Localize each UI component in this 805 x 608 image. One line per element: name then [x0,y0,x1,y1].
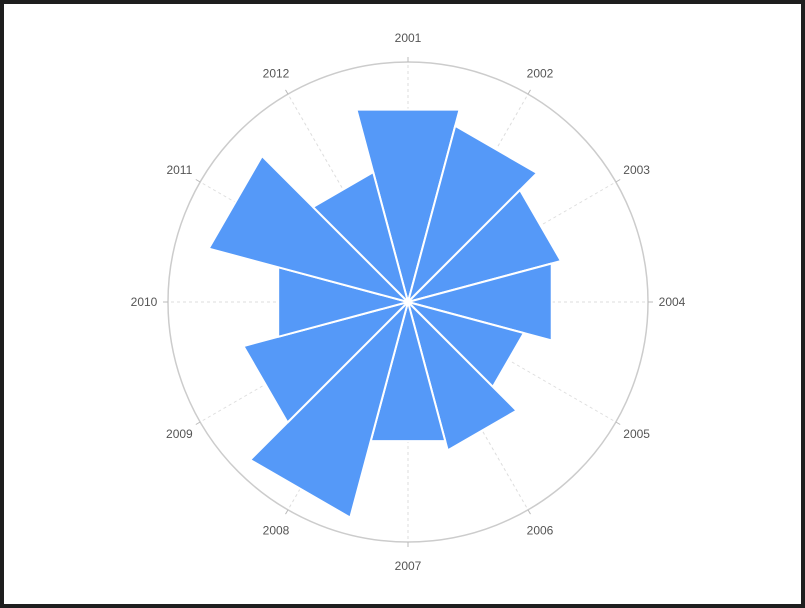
axis-tick [527,89,531,95]
radial-gridline [407,301,617,423]
category-label: 2011 [166,163,192,177]
category-label: 2003 [623,163,650,177]
axis-tick [195,179,201,183]
axis-tick [285,89,289,95]
category-label: 2006 [527,524,554,538]
category-label: 2009 [166,427,193,441]
axis-tick [527,509,531,515]
polar-bar-chart: 2001 2002 2003 2004 2005 2006 2007 2008 2009 2010… [131,31,686,573]
category-label: 2001 [395,31,422,45]
category-label: 2007 [395,559,422,573]
category-label: 2002 [527,66,554,80]
category-label: 2004 [659,295,686,309]
label-layer: 2001 2002 2003 2004 2005 2006 2007 2008 2009 2010… [131,31,686,573]
category-label: 2008 [263,524,290,538]
axis-tick [285,509,289,515]
axis-tick [615,179,621,183]
axis-tick [195,421,201,425]
category-label: 2012 [263,66,290,80]
bar-2012[interactable] [311,171,409,303]
chart-frame: 2001 2002 2003 2004 2005 2006 2007 2008 2009 2010… [4,4,801,604]
category-label: 2005 [623,427,650,441]
axis-tick [615,421,621,425]
bar-layer [207,108,563,519]
category-label: 2010 [131,295,158,309]
